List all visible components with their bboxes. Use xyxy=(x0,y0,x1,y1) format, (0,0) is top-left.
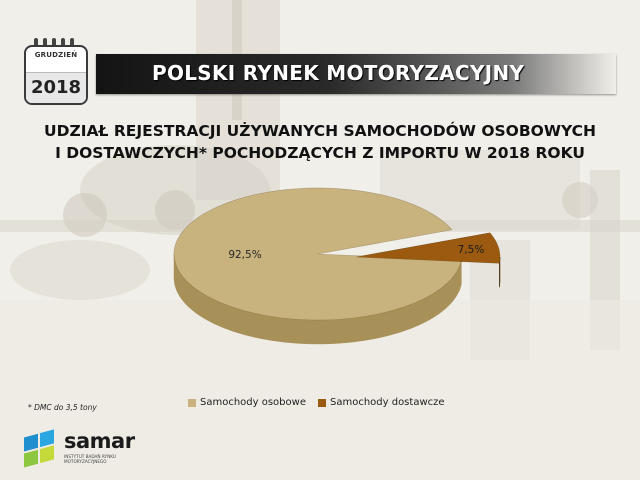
footnote: * DMC do 3,5 tony xyxy=(28,403,97,412)
pie-slice-1 xyxy=(355,232,501,264)
calendar-icon: GRUDZIEŃ 2018 xyxy=(24,38,88,105)
chart-legend: Samochody osobowe Samochody dostawcze xyxy=(188,397,457,408)
samar-logo-icon xyxy=(24,429,54,468)
samar-logo-subtitle: INSTYTUT BADAŃ RYNKU MOTORYZACYJNEGO xyxy=(64,454,116,464)
legend-item-osobowe: Samochody osobowe xyxy=(188,397,306,408)
data-label-dostawcze: 7,5% xyxy=(458,244,485,256)
calendar-month: GRUDZIEŃ xyxy=(34,51,78,59)
legend-label-dostawcze: Samochody dostawcze xyxy=(329,397,445,408)
chart-title-line-1: UDZIAŁ REJESTRACJI UŻYWANYCH SAMOCHODÓW … xyxy=(44,122,596,140)
chart-title-line-2: I DOSTAWCZYCH* POCHODZĄCYCH Z IMPORTU W … xyxy=(55,144,585,162)
data-label-osobowe: 92,5% xyxy=(228,249,261,261)
legend-swatch-osobowe xyxy=(188,398,196,407)
samar-logo-word: samar xyxy=(64,429,135,453)
legend-item-dostawcze: Samochody dostawcze xyxy=(317,397,445,408)
legend-label-osobowe: Samochody osobowe xyxy=(200,397,306,408)
pie-slice-0 xyxy=(173,187,462,321)
title-banner: POLSKI RYNEK MOTORYZACYJNY xyxy=(96,54,616,94)
calendar-year: 2018 xyxy=(26,72,86,103)
samar-logo: samar INSTYTUT BADAŃ RYNKU MOTORYZACYJNE… xyxy=(22,428,142,468)
banner-title: POLSKI RYNEK MOTORYZACYJNY xyxy=(152,61,525,85)
legend-swatch-dostawcze xyxy=(317,398,326,407)
